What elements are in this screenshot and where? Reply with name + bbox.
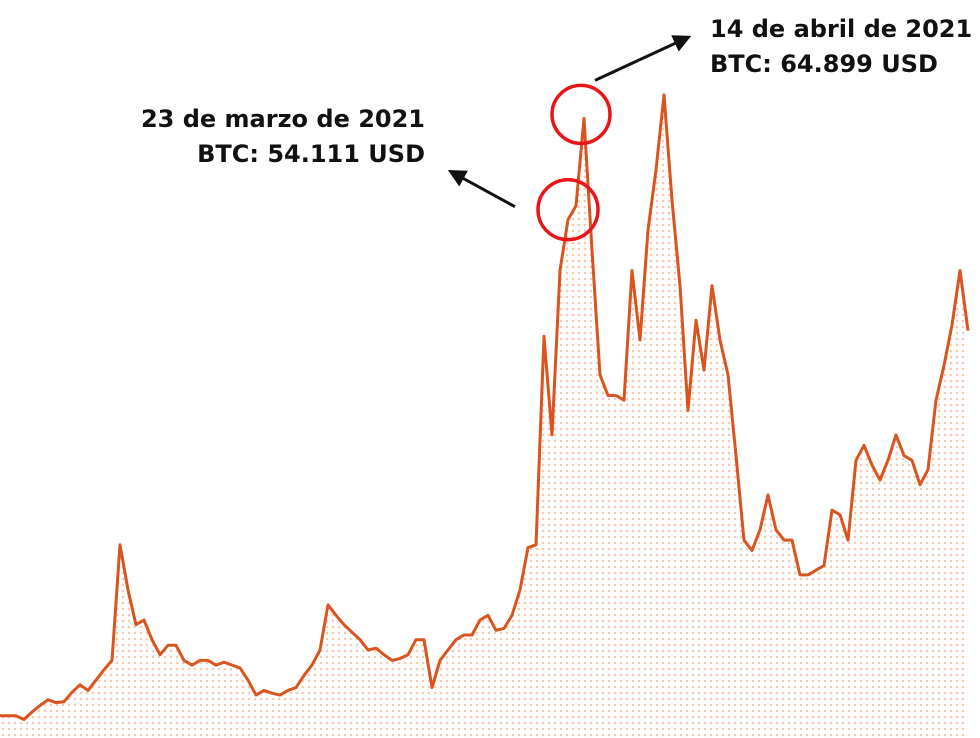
highlight-circle	[536, 177, 600, 242]
annotation-value: BTC: 54.111 USD	[197, 140, 425, 168]
annotation-date: 14 de abril de 2021	[710, 15, 972, 43]
highlight-circle	[550, 83, 612, 146]
annotation-arrow	[447, 169, 516, 209]
annotation-value: BTC: 64.899 USD	[710, 50, 938, 78]
area-fill	[0, 94, 968, 738]
annotation-arrow	[594, 35, 692, 82]
annotation-date: 23 de marzo de 2021	[141, 105, 425, 133]
price-line	[0, 93, 970, 721]
